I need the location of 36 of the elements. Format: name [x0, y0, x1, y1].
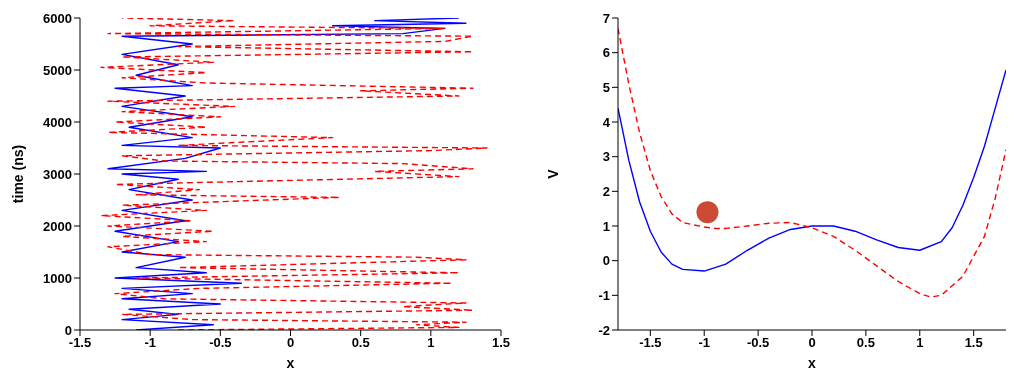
y-tick-label: 6000 — [43, 10, 72, 26]
x-tick-label: 1 — [916, 335, 924, 351]
y-tick-label: 2 — [602, 183, 610, 199]
x-axis-title: x — [808, 355, 817, 371]
y-tick-label: 6 — [602, 45, 610, 61]
y-tick-label: 0 — [602, 253, 610, 269]
y-tick-label: -1 — [598, 287, 610, 303]
y-tick-label: 3 — [602, 149, 610, 165]
y-tick-label: 1 — [602, 218, 610, 234]
y-tick-label: 1000 — [43, 270, 72, 286]
x-tick-label: 1.5 — [491, 335, 511, 351]
y-tick-label: 5000 — [43, 62, 72, 78]
x-tick-label: 1 — [427, 335, 435, 351]
x-tick-label: 0 — [808, 335, 816, 351]
y-tick-label: 4000 — [43, 114, 72, 130]
y-tick-label: 2000 — [43, 218, 72, 234]
x-tick-label: -1 — [144, 335, 156, 351]
x-axis-title: x — [286, 355, 295, 371]
x-tick-label: 0.5 — [856, 335, 875, 351]
x-tick-label: 0 — [286, 335, 295, 351]
x-tick-label: -0.5 — [209, 335, 232, 351]
y-axis-title: V — [544, 168, 561, 179]
y-tick-label: 5 — [602, 79, 610, 95]
x-tick-label: 0.5 — [351, 335, 370, 351]
y-tick-label: 4 — [602, 114, 611, 130]
line-series — [618, 69, 1006, 272]
y-tick-label: 0 — [64, 322, 72, 338]
y-tick-label: -2 — [598, 322, 610, 338]
y-tick-label: 7 — [602, 10, 610, 26]
x-tick-label: -1 — [698, 335, 710, 351]
y-tick-label: 3000 — [43, 166, 72, 182]
y-axis-title: time (ns) — [9, 144, 26, 204]
x-tick-label: -0.5 — [746, 335, 770, 351]
x-tick-label: -1.5 — [68, 335, 92, 351]
x-tick-label: -1.5 — [639, 335, 662, 351]
x-tick-label: 1.5 — [964, 335, 983, 351]
